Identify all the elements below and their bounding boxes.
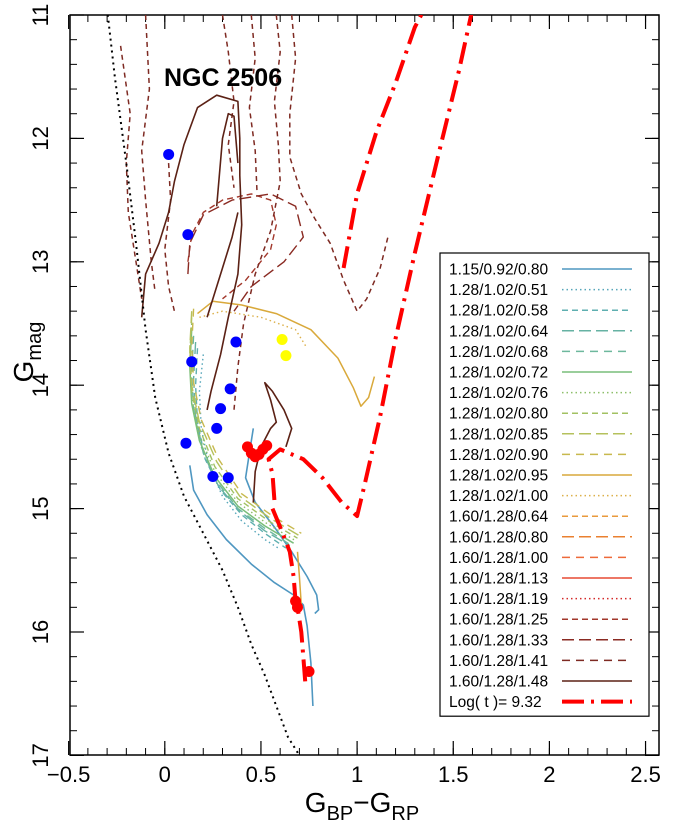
- series-layer: [106, 15, 474, 755]
- star-point: [276, 334, 288, 346]
- series-line: [221, 15, 235, 188]
- series-line: [106, 15, 301, 755]
- legend-label: 1.60/1.28/1.25: [449, 612, 548, 629]
- star-point: [303, 665, 315, 677]
- series-line: [189, 317, 298, 539]
- legend-label: 1.60/1.28/0.64: [449, 509, 548, 526]
- x-tick-label: 0: [159, 762, 171, 787]
- x-axis-label-main: G: [305, 787, 327, 818]
- x-axis-label-dash: −G: [353, 787, 391, 818]
- y-tick-label: 13: [28, 250, 53, 274]
- series-line: [266, 15, 474, 518]
- y-tick-label: 17: [28, 743, 53, 767]
- series-line: [215, 112, 239, 207]
- y-tick-label: 11: [28, 4, 53, 27]
- series-line: [270, 507, 298, 602]
- series-line: [194, 348, 287, 549]
- legend-label: 1.60/1.28/1.00: [449, 550, 548, 567]
- star-point: [222, 472, 234, 484]
- legend-label: Log( t )= 9.32: [449, 694, 542, 711]
- legend-label: 1.60/1.28/1.19: [449, 591, 548, 608]
- y-tick-label: 15: [28, 496, 53, 520]
- x-axis-label-sub1: BP: [327, 803, 354, 825]
- legend-label: 1.28/1.02/0.58: [449, 303, 548, 320]
- legend-label: 1.60/1.28/1.41: [449, 653, 548, 670]
- series-line: [248, 15, 258, 194]
- star-point: [230, 336, 242, 348]
- series-line: [191, 308, 302, 534]
- x-tick-label: 1: [351, 762, 363, 787]
- star-point: [215, 403, 227, 415]
- y-axis-label-sub: mag: [24, 322, 46, 361]
- x-tick-label: 1.5: [438, 762, 469, 787]
- legend-label: 1.28/1.02/0.85: [449, 426, 548, 443]
- series-line: [197, 300, 376, 407]
- series-line: [189, 465, 314, 707]
- x-tick-label: 2.5: [630, 762, 661, 787]
- legend-label: 1.28/1.02/0.64: [449, 323, 548, 340]
- chart-title: NGC 2506: [164, 64, 282, 92]
- star-point: [261, 440, 273, 452]
- star-point: [163, 148, 175, 160]
- x-tick-label: 0.5: [246, 762, 277, 787]
- series-line: [189, 323, 296, 542]
- legend-label: 1.28/1.02/0.90: [449, 447, 548, 464]
- series-line: [187, 193, 277, 300]
- y-axis-label-main: G: [8, 361, 39, 383]
- legend-label: 1.60/1.28/1.13: [449, 571, 548, 588]
- legend-label: 1.28/1.02/0.72: [449, 365, 548, 382]
- star-point: [180, 437, 192, 449]
- series-line: [199, 310, 308, 349]
- series-line: [140, 15, 156, 293]
- legend-label: 1.28/1.02/0.68: [449, 344, 548, 361]
- series-line: [140, 94, 243, 411]
- legend-label: 1.60/1.28/0.80: [449, 529, 548, 546]
- y-tick-label: 14: [28, 373, 53, 397]
- star-point: [182, 229, 194, 241]
- series-line: [289, 15, 389, 312]
- axis-ticks: −0.5 0 0.5 1 1.5 2 2.5 11 12 13 14 15 16 17: [28, 4, 661, 787]
- y-axis-label: Gmag: [8, 322, 46, 383]
- star-point: [207, 471, 219, 483]
- x-axis-label: GBP−GRP: [305, 787, 419, 825]
- star-point: [186, 356, 198, 368]
- star-point: [224, 383, 236, 395]
- legend: 1.15/0.92/0.80 1.28/1.02/0.51 1.28/1.02/0.…: [439, 252, 650, 717]
- legend-label: 1.60/1.28/1.33: [449, 632, 548, 649]
- legend-label: 1.28/1.02/0.95: [449, 468, 548, 485]
- legend-label: 1.60/1.28/1.48: [449, 674, 548, 691]
- legend-label: 1.28/1.02/0.76: [449, 385, 548, 402]
- legend-label: 1.28/1.02/1.00: [449, 488, 548, 505]
- series-line: [206, 212, 239, 318]
- series-line: [341, 15, 424, 269]
- star-point: [291, 601, 303, 613]
- legend-label: 1.15/0.92/0.80: [449, 262, 548, 279]
- series-line: [189, 311, 300, 537]
- y-tick-label: 12: [28, 126, 53, 150]
- x-tick-label: −0.5: [47, 762, 90, 787]
- points-layer: [163, 148, 315, 677]
- legend-label: 1.28/1.02/0.51: [449, 282, 548, 299]
- x-axis-label-sub2: RP: [391, 803, 419, 825]
- series-line: [119, 45, 143, 299]
- series-line: [187, 193, 304, 312]
- star-point: [280, 350, 292, 362]
- legend-label: 1.28/1.02/0.80: [449, 406, 548, 423]
- x-tick-label: 2: [543, 762, 555, 787]
- y-tick-label: 16: [28, 620, 53, 644]
- star-point: [211, 422, 223, 434]
- series-line: [233, 15, 281, 410]
